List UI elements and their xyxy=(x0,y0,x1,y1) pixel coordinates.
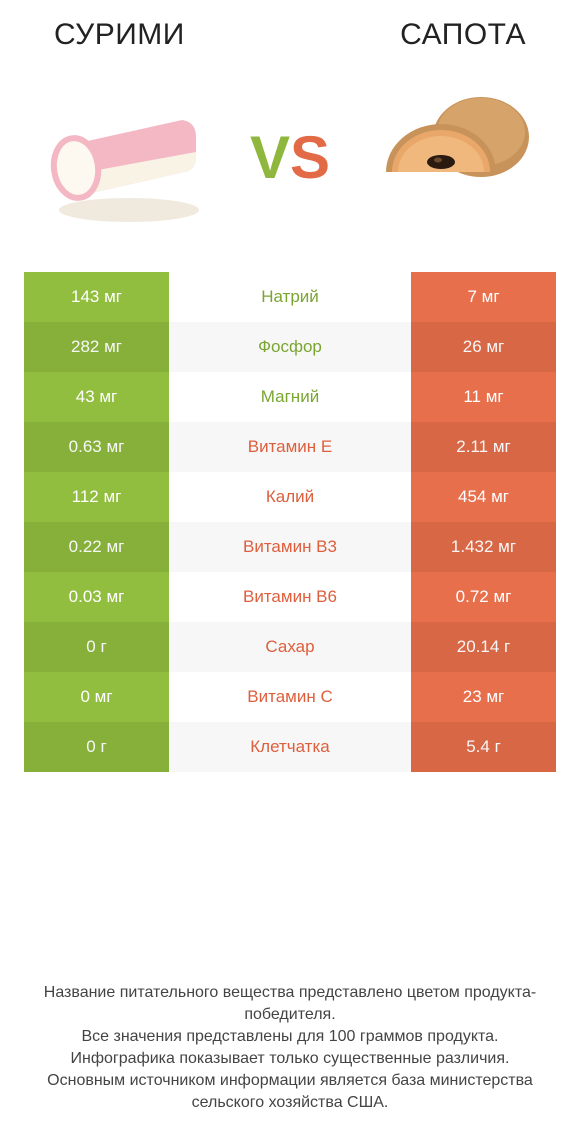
footnote-line: Инфографика показывает только существенн… xyxy=(30,1048,550,1070)
nutrient-label: Витамин C xyxy=(169,672,411,722)
nutrient-label: Калий xyxy=(169,472,411,522)
value-left: 0.03 мг xyxy=(24,572,169,622)
surimi-illustration xyxy=(44,82,214,232)
title-right: Сапота xyxy=(400,18,526,52)
nutrition-table: 143 мгНатрий7 мг282 мгФосфор26 мг43 мгМа… xyxy=(24,272,556,772)
nutrient-label: Витамин B3 xyxy=(169,522,411,572)
value-left: 0.63 мг xyxy=(24,422,169,472)
value-right: 0.72 мг xyxy=(411,572,556,622)
nutrient-label: Витамин B6 xyxy=(169,572,411,622)
value-left: 143 мг xyxy=(24,272,169,322)
value-right: 454 мг xyxy=(411,472,556,522)
footnote-line: Все значения представлены для 100 граммо… xyxy=(30,1026,550,1048)
value-right: 11 мг xyxy=(411,372,556,422)
nutrient-label: Фосфор xyxy=(169,322,411,372)
value-right: 1.432 мг xyxy=(411,522,556,572)
table-row: 112 мгКалий454 мг xyxy=(24,472,556,522)
value-right: 7 мг xyxy=(411,272,556,322)
footnote-line: Название питательного вещества представл… xyxy=(30,982,550,1026)
value-left: 0 мг xyxy=(24,672,169,722)
nutrient-label: Клетчатка xyxy=(169,722,411,772)
footnotes: Название питательного вещества представл… xyxy=(24,960,556,1124)
table-row: 143 мгНатрий7 мг xyxy=(24,272,556,322)
value-left: 0 г xyxy=(24,622,169,672)
sapota-illustration xyxy=(366,82,536,232)
value-left: 43 мг xyxy=(24,372,169,422)
vs-v: V xyxy=(250,124,290,191)
value-left: 0 г xyxy=(24,722,169,772)
table-row: 282 мгФосфор26 мг xyxy=(24,322,556,372)
table-row: 0.63 мгВитамин E2.11 мг xyxy=(24,422,556,472)
footnote-line: Основным источником информации является … xyxy=(30,1070,550,1114)
value-right: 5.4 г xyxy=(411,722,556,772)
value-left: 112 мг xyxy=(24,472,169,522)
table-row: 43 мгМагний11 мг xyxy=(24,372,556,422)
table-row: 0 гСахар20.14 г xyxy=(24,622,556,672)
vs-label: VS xyxy=(250,123,330,192)
value-right: 2.11 мг xyxy=(411,422,556,472)
value-left: 0.22 мг xyxy=(24,522,169,572)
table-row: 0 мгВитамин C23 мг xyxy=(24,672,556,722)
value-left: 282 мг xyxy=(24,322,169,372)
table-row: 0 гКлетчатка5.4 г xyxy=(24,722,556,772)
nutrient-label: Натрий xyxy=(169,272,411,322)
value-right: 26 мг xyxy=(411,322,556,372)
hero-row: VS xyxy=(24,82,556,232)
nutrient-label: Сахар xyxy=(169,622,411,672)
nutrient-label: Витамин E xyxy=(169,422,411,472)
titles-row: Сурими Сапота xyxy=(24,18,556,52)
table-row: 0.22 мгВитамин B31.432 мг xyxy=(24,522,556,572)
table-row: 0.03 мгВитамин B60.72 мг xyxy=(24,572,556,622)
title-left: Сурими xyxy=(54,18,185,52)
value-right: 23 мг xyxy=(411,672,556,722)
value-right: 20.14 г xyxy=(411,622,556,672)
vs-s: S xyxy=(290,124,330,191)
nutrient-label: Магний xyxy=(169,372,411,422)
